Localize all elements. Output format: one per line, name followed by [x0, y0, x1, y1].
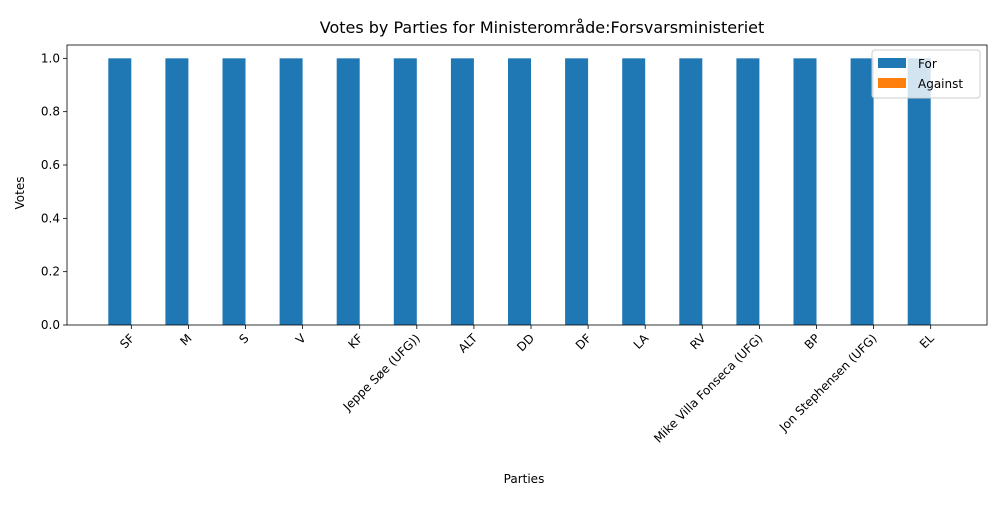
bar-for-14	[850, 58, 874, 325]
bar-for-5	[336, 58, 360, 325]
x-tick-label-8: DD	[514, 331, 537, 354]
x-tick-label-2: M	[177, 331, 194, 348]
x-tick-label-14: Jon Stephensen (UFG)	[776, 331, 880, 435]
bar-for-6	[393, 58, 417, 325]
x-tick-label-10: LA	[631, 331, 652, 352]
y-tick-label-6: 1.0	[41, 51, 60, 65]
bar-for-4	[279, 58, 303, 325]
y-tick-label-3: 0.4	[41, 211, 60, 225]
x-tick-label-3: S	[236, 331, 251, 346]
x-tick-label-13: BP	[802, 331, 823, 352]
x-tick-label-12: Mike Villa Fonseca (UFG)	[651, 331, 765, 445]
bar-for-3	[222, 58, 246, 325]
x-tick-label-11: RV	[687, 331, 709, 353]
bar-for-10	[622, 58, 646, 325]
x-tick-label-1: SF	[117, 331, 137, 351]
legend-label-against: Against	[918, 77, 963, 91]
y-tick-label-4: 0.6	[41, 158, 60, 172]
legend-swatch-for	[878, 58, 906, 68]
x-tick-label-7: ALT	[456, 331, 481, 356]
plot-frame	[66, 44, 988, 326]
legend-swatch-against	[878, 78, 906, 88]
bar-for-1	[108, 58, 132, 325]
bar-for-2	[165, 58, 189, 325]
x-tick-label-9: DF	[573, 331, 594, 352]
x-axis-label: Parties	[504, 472, 545, 486]
x-tick-label-15: EL	[917, 331, 937, 351]
y-tick-label-1: 0.0	[41, 318, 60, 332]
y-axis-label: Votes	[13, 177, 27, 210]
bar-for-7	[450, 58, 474, 325]
bar-for-15	[907, 58, 931, 325]
legend: For Against	[871, 49, 981, 99]
chart-title: Votes by Parties for Ministerområde:Fors…	[320, 18, 765, 37]
y-tick-label-2: 0.2	[41, 265, 60, 279]
bar-for-12	[736, 58, 760, 325]
bar-for-9	[565, 58, 589, 325]
bar-for-13	[793, 58, 817, 325]
legend-label-for: For	[918, 57, 937, 71]
bar-for-11	[679, 58, 703, 325]
bar-for-8	[508, 58, 531, 325]
x-tick-label-4: V	[293, 331, 309, 347]
x-tick-label-5: KF	[345, 331, 365, 351]
y-tick-label-5: 0.8	[41, 105, 60, 119]
